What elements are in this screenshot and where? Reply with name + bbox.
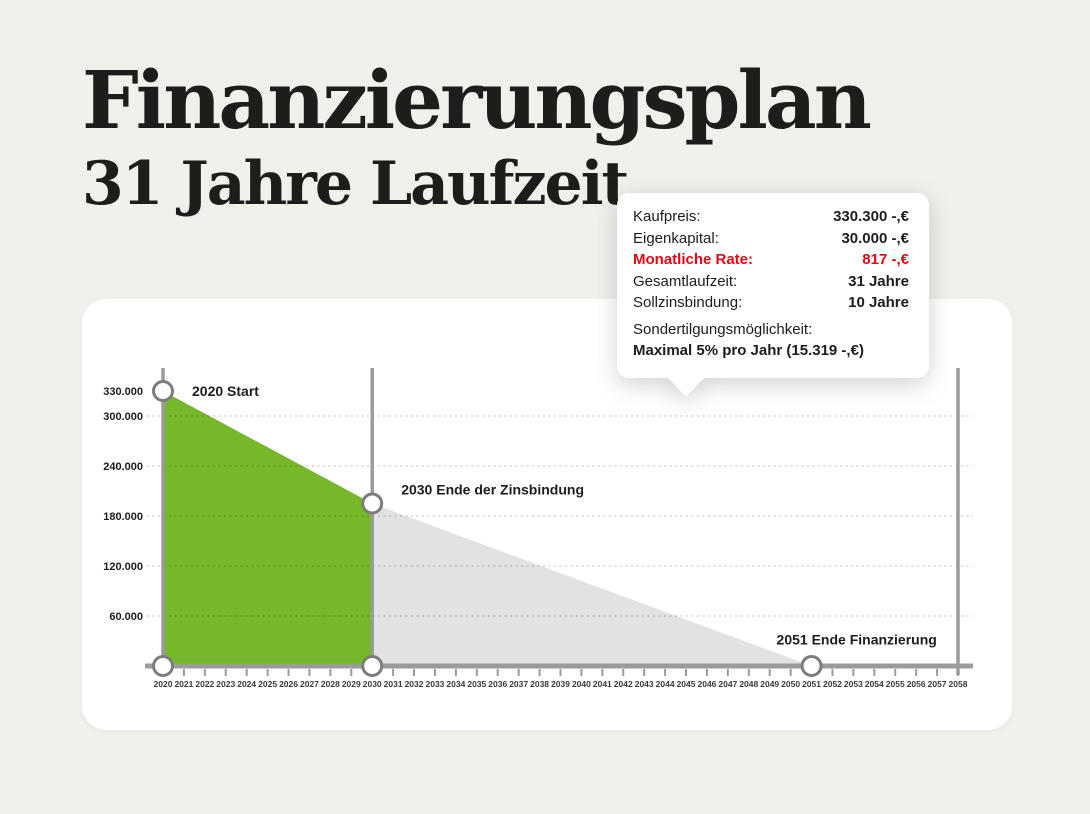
x-tick-label: 2057	[928, 679, 947, 689]
annotation: 2020 Start	[192, 383, 259, 399]
x-tick-label: 2039	[551, 679, 570, 689]
annotation: 2030 Ende der Zinsbindung	[401, 481, 584, 497]
x-tick-label: 2029	[342, 679, 361, 689]
x-tick-label: 2038	[530, 679, 549, 689]
x-tick-label: 2025	[258, 679, 277, 689]
x-tick-label: 2043	[635, 679, 654, 689]
x-tick-label: 2055	[886, 679, 905, 689]
x-tick-label: 2042	[614, 679, 633, 689]
x-tick-label: 2056	[907, 679, 926, 689]
x-tick-label: 2044	[656, 679, 675, 689]
row-label: Eigenkapital:	[633, 229, 719, 247]
financing-summary-tooltip: Kaufpreis: 330.300 -,€ Eigenkapital: 30.…	[617, 193, 929, 397]
x-tick-label: 2052	[823, 679, 842, 689]
x-tick-label: 2026	[279, 679, 298, 689]
note-value: Maximal 5% pro Jahr (15.319 -,€)	[633, 342, 864, 359]
page-subtitle: 31 Jahre Laufzeit	[82, 149, 629, 219]
y-tick-label: 300.000	[103, 411, 143, 423]
milestone-marker-2030	[361, 655, 384, 677]
tooltip-note: Sondertilgungsmöglichkeit: Maximal 5% pr…	[633, 319, 909, 362]
y-tick-label: 60.000	[109, 611, 143, 623]
row-value: 31 Jahre	[848, 272, 909, 290]
x-tick-label: 2051	[802, 679, 821, 689]
x-tick-label: 2037	[509, 679, 528, 689]
row-value: 817 -,€	[862, 251, 909, 268]
note-label: Sondertilgungsmöglichkeit:	[633, 320, 813, 338]
tooltip-card: Kaufpreis: 330.300 -,€ Eigenkapital: 30.…	[617, 193, 929, 397]
annotation: 2051 Ende Finanzierung	[777, 631, 937, 647]
x-tick-label: 2030	[363, 679, 382, 689]
header: Finanzierungsplan 31 Jahre Laufzeit	[82, 53, 872, 219]
x-tick-label: 2049	[760, 679, 779, 689]
row-value: 10 Jahre	[848, 294, 909, 311]
area-series-0	[163, 391, 373, 666]
x-tick-label: 2047	[718, 679, 737, 689]
x-tick-label: 2046	[697, 679, 716, 689]
milestone-marker-2020	[152, 380, 174, 402]
tooltip-tail	[667, 376, 705, 397]
row-label: Gesamtlaufzeit:	[633, 272, 738, 290]
x-tick-label: 2023	[216, 679, 235, 689]
page-title: Finanzierungsplan	[82, 53, 872, 147]
x-tick-label: 2024	[237, 679, 256, 689]
x-tick-label: 2022	[195, 679, 214, 689]
milestone-marker-2020	[152, 655, 174, 677]
x-tick-label: 2028	[321, 679, 340, 689]
y-tick-label: 120.000	[103, 561, 143, 573]
x-tick-label: 2034	[446, 679, 465, 689]
tooltip-row-gesamtlaufzeit: Gesamtlaufzeit: 31 Jahre	[633, 271, 909, 293]
y-tick-label: 180.000	[103, 511, 143, 523]
milestone-marker-2051	[800, 655, 823, 677]
tooltip-row-monatliche-rate: Monatliche Rate: 817 -,€	[633, 249, 909, 271]
y-tick-label: 330.000	[103, 386, 143, 398]
x-tick-label: 2050	[781, 679, 800, 689]
x-tick-label: 2027	[300, 679, 319, 689]
x-tick-label: 2045	[677, 679, 696, 689]
financing-area-chart: 2020 2021 2022 2023 2024 2025 2026 2027 2028 2029…	[103, 368, 973, 689]
row-label: Kaufpreis:	[633, 208, 701, 225]
x-tick-label: 2033	[426, 679, 445, 689]
area-series-1	[372, 503, 812, 666]
x-tick-label: 2041	[593, 679, 612, 689]
x-tick-label: 2020	[154, 679, 173, 689]
milestone-marker-2030	[361, 492, 384, 515]
x-tick-label: 2031	[384, 679, 403, 689]
x-tick-label: 2032	[405, 679, 424, 689]
row-label: Monatliche Rate:	[633, 251, 754, 268]
row-label: Sollzinsbindung:	[633, 294, 743, 311]
row-value: 30.000 -,€	[841, 229, 909, 247]
row-value: 330.300 -,€	[833, 208, 909, 225]
x-tick-label: 2035	[467, 679, 486, 689]
x-tick-label: 2021	[174, 679, 193, 689]
tooltip-row-eigenkapital: Eigenkapital: 30.000 -,€	[633, 228, 909, 250]
x-tick-label: 2036	[488, 679, 507, 689]
tooltip-row-kaufpreis: Kaufpreis: 330.300 -,€	[633, 206, 909, 228]
x-tick-label: 2053	[844, 679, 863, 689]
y-tick-label: 240.000	[103, 461, 143, 473]
x-tick-label: 2048	[739, 679, 758, 689]
x-tick-label: 2058	[949, 679, 968, 689]
x-tick-label: 2040	[572, 679, 591, 689]
x-tick-label: 2054	[865, 679, 884, 689]
tooltip-row-sollzinsbindung: Sollzinsbindung: 10 Jahre	[633, 292, 909, 314]
